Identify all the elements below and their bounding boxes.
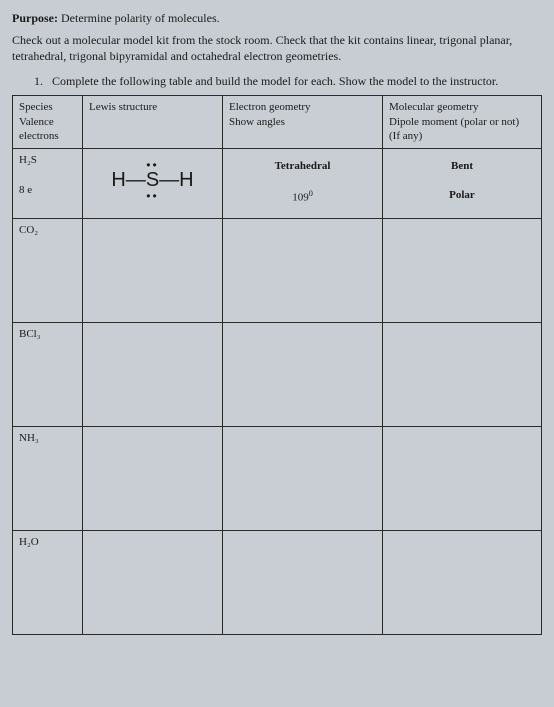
valence-text: 8 e [19,184,32,196]
h-valence: Valence [19,116,54,128]
lewis-structure: •• H—S—H •• [111,167,193,194]
purpose-text: Determine polarity of molecules. [61,11,220,25]
cell-egeom [223,323,383,427]
cell-species: NH₃ [13,427,83,531]
table-row: H₂O [13,531,542,635]
cell-species: H₂O [13,531,83,635]
cell-egeom: Tetrahedral 1090 [223,149,383,219]
cell-mgeom [383,323,542,427]
cell-mgeom: Bent Polar [383,149,542,219]
task-number: 1. [34,74,43,88]
header-lewis: Lewis structure [83,95,223,149]
lewis-h-left: H [111,169,125,191]
h-egeom: Electron geometry [229,101,311,113]
angle-val: 109 [292,192,309,204]
table-row: H₂S 8 e •• H—S—H •• Tetrahedral 1090 Ben… [13,149,542,219]
cell-mgeom [383,427,542,531]
purpose-line: Purpose: Determine polarity of molecules… [12,10,542,26]
cell-lewis [83,323,223,427]
cell-lewis [83,219,223,323]
egeom-text: Tetrahedral [229,159,376,174]
header-species: Species Valence electrons [13,95,83,149]
table-row: BCl₃ [13,323,542,427]
angle-text: 1090 [229,188,376,206]
cell-egeom [223,531,383,635]
h-angles: Show angles [229,116,285,128]
intro-block: Purpose: Determine polarity of molecules… [12,10,542,89]
cell-lewis [83,427,223,531]
mgeom-text: Bent [389,159,535,174]
table-row: NH₃ [13,427,542,531]
table-row: CO₂ [13,219,542,323]
species-text: H₂S [19,154,37,166]
cell-egeom [223,427,383,531]
h-species: Species [19,101,53,113]
cell-species: BCl₃ [13,323,83,427]
task-line: 1. Complete the following table and buil… [12,73,542,89]
cell-lewis [83,531,223,635]
angle-sup: 0 [309,189,313,198]
header-row: Species Valence electrons Lewis structur… [13,95,542,149]
header-mgeom: Molecular geometry Dipole moment (polar … [383,95,542,149]
lone-pair-bottom: •• [146,188,158,204]
h-mgeom: Molecular geometry [389,101,479,113]
header-egeom: Electron geometry Show angles [223,95,383,149]
lone-pair-top: •• [146,157,158,173]
cell-mgeom [383,531,542,635]
cell-mgeom [383,219,542,323]
h-ifany: (If any) [389,130,422,142]
cell-lewis: •• H—S—H •• [83,149,223,219]
h-dipole: Dipole moment (polar or not) [389,116,519,128]
dipole-text: Polar [389,188,535,203]
cell-species: H₂S 8 e [13,149,83,219]
checkout-text: Check out a molecular model kit from the… [12,32,542,64]
h-electrons: electrons [19,130,59,142]
cell-species: CO₂ [13,219,83,323]
cell-egeom [223,219,383,323]
polarity-table: Species Valence electrons Lewis structur… [12,95,542,636]
purpose-label: Purpose: [12,11,58,25]
lewis-h-right: H [179,169,193,191]
task-text: Complete the following table and build t… [52,74,498,88]
